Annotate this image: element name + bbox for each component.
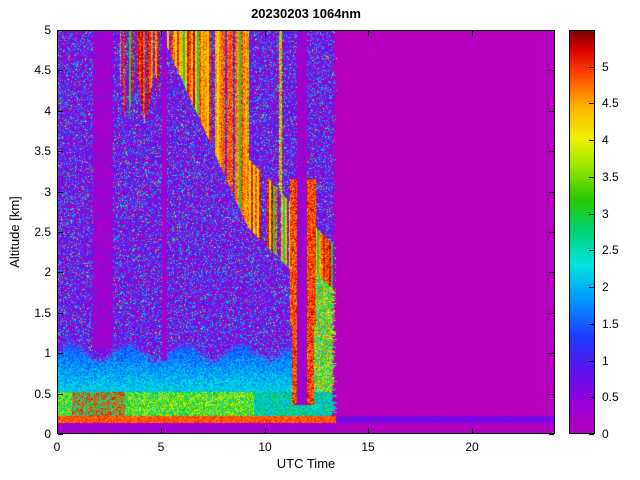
colorbar-tick-label: 5 [602, 60, 609, 74]
colorbar-tick-label: 0.5 [602, 390, 619, 404]
colorbar-tick-mark [589, 397, 594, 398]
x-tick-mark [472, 31, 473, 36]
x-tick-label: 5 [157, 440, 165, 454]
y-tick-mark [549, 70, 554, 71]
y-tick-mark [58, 434, 63, 435]
y-tick-mark [549, 30, 554, 31]
y-tick-label: 2 [44, 265, 51, 279]
y-tick-label: 0.5 [34, 387, 51, 401]
y-tick-mark [549, 272, 554, 273]
y-tick-mark [58, 353, 63, 354]
x-tick-mark [265, 31, 266, 36]
x-tick-mark [57, 428, 58, 433]
colorbar-tick-mark [589, 140, 594, 141]
y-tick-label: 5 [44, 23, 51, 37]
colorbar-tick-mark [589, 67, 594, 68]
x-tick-mark [472, 428, 473, 433]
y-tick-mark [549, 151, 554, 152]
colorbar-tick-mark [589, 177, 594, 178]
colorbar-tick-label: 4 [602, 133, 609, 147]
x-tick-mark [368, 428, 369, 433]
colorbar-tick-label: 4.5 [602, 96, 619, 110]
colorbar-tick-mark [589, 250, 594, 251]
y-tick-mark [58, 394, 63, 395]
colorbar-tick-label: 3 [602, 207, 609, 221]
colorbar-tick-label: 2 [602, 280, 609, 294]
y-tick-mark [549, 353, 554, 354]
x-tick-mark [161, 428, 162, 433]
colorbar-tick-mark [589, 103, 594, 104]
colorbar-tick-label: 0 [602, 427, 609, 441]
y-tick-label: 4.5 [34, 63, 51, 77]
y-tick-mark [549, 232, 554, 233]
heatmap-canvas [57, 30, 555, 434]
x-tick-mark [57, 31, 58, 36]
y-tick-mark [549, 192, 554, 193]
chart-title: 20230203 1064nm [251, 6, 361, 21]
y-tick-mark [549, 434, 554, 435]
x-tick-label: 20 [465, 440, 479, 454]
y-tick-mark [58, 70, 63, 71]
colorbar-tick-mark [589, 324, 594, 325]
y-tick-label: 2.5 [34, 225, 51, 239]
x-tick-mark [265, 428, 266, 433]
colorbar-tick-mark [589, 361, 594, 362]
y-tick-mark [549, 111, 554, 112]
y-tick-label: 1.5 [34, 306, 51, 320]
colorbar-tick-mark [589, 434, 594, 435]
x-tick-mark [368, 31, 369, 36]
x-tick-mark [161, 31, 162, 36]
y-tick-mark [58, 111, 63, 112]
colorbar-tick-label: 1.5 [602, 317, 619, 331]
colorbar-tick-mark [589, 214, 594, 215]
y-tick-mark [58, 151, 63, 152]
y-tick-label: 0 [44, 427, 51, 441]
y-tick-mark [549, 394, 554, 395]
colorbar-tick-mark [589, 287, 594, 288]
y-tick-mark [58, 313, 63, 314]
x-tick-label: 10 [258, 440, 272, 454]
y-tick-label: 1 [44, 346, 51, 360]
x-tick-label: 15 [361, 440, 375, 454]
y-tick-mark [58, 272, 63, 273]
colorbar-tick-label: 3.5 [602, 170, 619, 184]
y-tick-label: 3.5 [34, 144, 51, 158]
colorbar-canvas [569, 30, 595, 434]
colorbar-tick-label: 2.5 [602, 243, 619, 257]
y-tick-mark [58, 232, 63, 233]
y-tick-label: 4 [44, 104, 51, 118]
y-tick-mark [549, 313, 554, 314]
y-tick-mark [58, 30, 63, 31]
x-tick-label: 0 [53, 440, 61, 454]
colorbar-tick-label: 1 [602, 354, 609, 368]
y-tick-label: 3 [44, 185, 51, 199]
y-tick-mark [58, 192, 63, 193]
x-axis-label: UTC Time [276, 456, 336, 471]
